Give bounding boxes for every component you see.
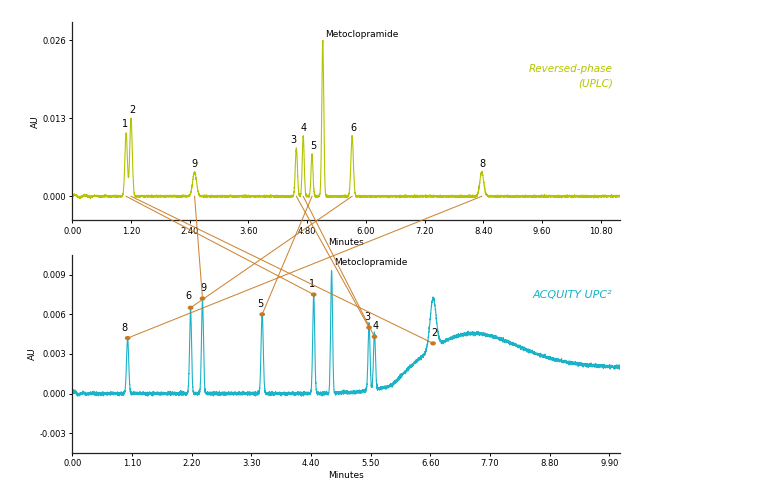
Text: 6: 6: [350, 123, 356, 133]
Text: 1: 1: [122, 119, 128, 129]
X-axis label: Minutes: Minutes: [329, 238, 364, 248]
Y-axis label: AU: AU: [30, 115, 40, 128]
Text: 2: 2: [129, 105, 135, 115]
Y-axis label: AU: AU: [27, 347, 37, 360]
Text: 8: 8: [479, 159, 486, 169]
Text: 2: 2: [431, 328, 438, 338]
Text: 5: 5: [310, 141, 316, 151]
Text: 4: 4: [372, 321, 379, 332]
Text: Metoclopramide: Metoclopramide: [325, 30, 398, 39]
X-axis label: Minutes: Minutes: [329, 471, 364, 480]
Text: Metoclopramide: Metoclopramide: [334, 258, 407, 267]
Text: 9: 9: [200, 283, 207, 293]
Text: 3: 3: [365, 312, 371, 322]
Text: 6: 6: [186, 291, 192, 301]
Text: 4: 4: [301, 123, 307, 133]
Text: 8: 8: [122, 323, 128, 333]
Text: 9: 9: [192, 159, 198, 169]
Text: 5: 5: [257, 299, 263, 309]
Text: ACQUITY UPC²: ACQUITY UPC²: [533, 290, 612, 299]
Text: 3: 3: [291, 135, 297, 145]
Text: Reversed-phase
(UPLC): Reversed-phase (UPLC): [529, 64, 613, 88]
Text: 1: 1: [309, 279, 315, 289]
